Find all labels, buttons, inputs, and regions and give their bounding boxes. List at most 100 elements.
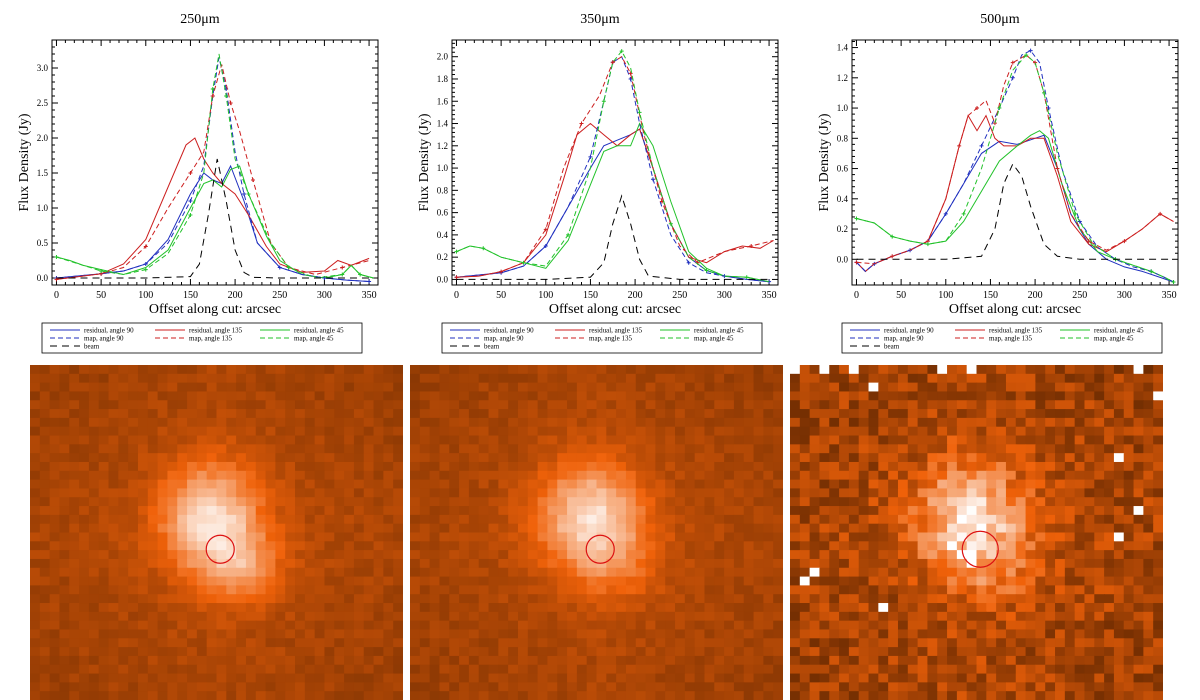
map-pixel <box>917 453 929 463</box>
map-pixel <box>1015 435 1027 445</box>
map-pixel <box>986 382 997 393</box>
map-pixel <box>468 400 480 410</box>
map-pixel <box>1035 435 1046 445</box>
series-line <box>856 134 1174 283</box>
map-pixel <box>344 444 355 454</box>
map-pixel <box>449 603 460 613</box>
map-pixel <box>39 629 51 639</box>
map-pixel <box>304 655 316 666</box>
map-pixel <box>128 488 139 498</box>
map-pixel <box>714 479 725 490</box>
map-pixel <box>625 435 637 445</box>
map-pixel <box>1123 594 1135 604</box>
map-pixel <box>576 629 588 639</box>
map-pixel <box>1045 523 1056 534</box>
map-pixel <box>295 532 306 542</box>
map-pixel <box>88 417 100 428</box>
map-pixel <box>819 673 830 683</box>
map-pixel <box>839 638 850 648</box>
map-pixel <box>527 382 539 393</box>
map-pixel <box>839 532 850 542</box>
map-pixel <box>88 453 100 463</box>
map-pixel <box>547 603 558 613</box>
map-pixel <box>537 497 549 507</box>
map-pixel <box>1104 594 1115 604</box>
map-pixel <box>596 426 607 437</box>
map-pixel <box>773 691 783 700</box>
map-pixel <box>1113 426 1125 437</box>
map-pixel <box>1074 514 1086 525</box>
map-pixel <box>245 453 257 463</box>
map-pixel <box>684 373 696 384</box>
map-pixel <box>1153 585 1163 595</box>
map-pixel <box>684 391 696 401</box>
map-pixel <box>334 611 345 622</box>
map-pixel <box>645 461 656 472</box>
map-pixel <box>809 682 821 692</box>
y-axis-label: Flux Density (Jy) <box>417 113 432 211</box>
map-pixel <box>236 435 247 445</box>
map-pixel <box>675 691 686 700</box>
map-pixel <box>1064 594 1076 604</box>
map-pixel <box>763 603 774 613</box>
map-pixel <box>809 365 821 375</box>
map-pixel <box>635 391 647 401</box>
map-pixel <box>285 417 296 428</box>
map-pixel <box>439 417 450 428</box>
map-pixel <box>809 647 821 657</box>
map-pixel <box>829 638 840 648</box>
map-pixel <box>773 638 783 648</box>
map-pixel <box>468 479 480 490</box>
map-pixel <box>275 655 286 666</box>
map-pixel <box>98 532 110 542</box>
map-pixel <box>527 373 539 384</box>
map-pixel <box>468 664 480 675</box>
map-pixel <box>665 461 676 472</box>
map-pixel <box>937 629 948 639</box>
map-pixel <box>819 435 830 445</box>
map-pixel <box>478 514 490 525</box>
map-pixel <box>69 611 80 622</box>
map-pixel <box>79 382 90 393</box>
map-pixel <box>576 488 588 498</box>
map-pixel <box>976 585 987 595</box>
map-pixel <box>684 664 696 675</box>
map-pixel <box>868 594 879 604</box>
map-pixel <box>419 444 431 454</box>
legend-label: map, angle 45 <box>1094 335 1134 343</box>
map-pixel <box>809 488 821 498</box>
map-pixel <box>684 365 696 375</box>
map-pixel <box>39 585 51 595</box>
map-pixel <box>878 444 889 454</box>
map-pixel <box>79 488 90 498</box>
map-pixel <box>59 461 70 472</box>
map-pixel <box>986 682 997 692</box>
map-pixel <box>927 382 938 393</box>
map-pixel <box>996 426 1007 437</box>
map-pixel <box>216 550 227 560</box>
map-pixel <box>704 514 715 525</box>
map-pixel <box>216 479 227 490</box>
map-pixel <box>1055 409 1066 419</box>
map-pixel <box>410 506 421 516</box>
map-pixel <box>947 673 958 683</box>
map-pixel <box>897 682 909 692</box>
map-pixel <box>255 550 267 560</box>
map-pixel <box>790 629 801 639</box>
map-pixel <box>439 506 450 516</box>
series-point <box>340 272 345 277</box>
map-pixel <box>947 426 958 437</box>
map-pixel <box>324 417 335 428</box>
series-point <box>749 244 754 249</box>
map-pixel <box>976 461 987 472</box>
map-pixel <box>98 647 110 657</box>
map-pixel <box>596 497 607 507</box>
map-pixel <box>373 497 384 507</box>
map-pixel <box>147 391 159 401</box>
map-pixel <box>353 453 365 463</box>
map-pixel <box>1113 541 1125 551</box>
map-pixel <box>314 532 326 542</box>
map-pixel <box>393 541 403 551</box>
map-pixel <box>996 409 1007 419</box>
map-pixel <box>344 426 355 437</box>
